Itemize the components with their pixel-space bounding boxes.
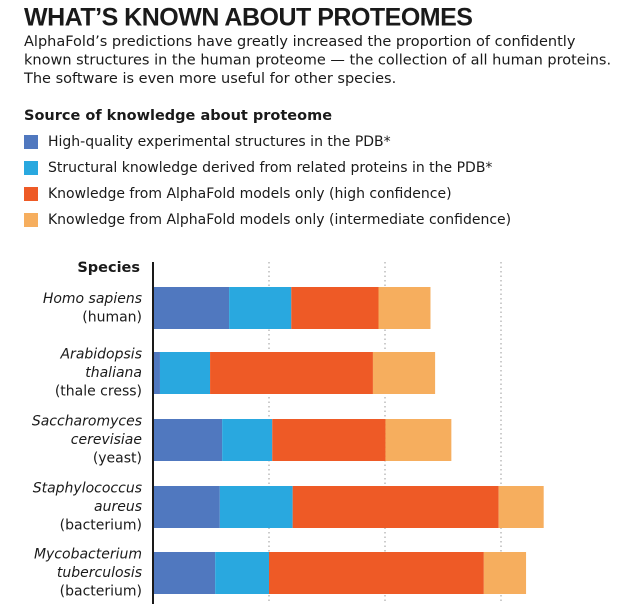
category-label: (yeast) (93, 451, 142, 467)
bar-segment (222, 419, 273, 461)
legend-entry: High-quality experimental structures in … (48, 134, 391, 150)
category-label: aureus (94, 499, 142, 515)
bar-segment (378, 287, 431, 329)
axis-label: Species (77, 260, 140, 276)
bar-segment (153, 552, 216, 594)
category-label: cerevisiae (71, 432, 142, 448)
chart-title: WHAT’S KNOWN ABOUT PROTEOMES (24, 4, 472, 32)
category-label: (human) (82, 309, 142, 325)
legend-swatch (24, 161, 38, 175)
legend-swatch (24, 135, 38, 149)
category-label: (bacterium) (60, 584, 142, 600)
bar-segment (159, 352, 211, 394)
bar-segment (269, 552, 484, 594)
category-label: (thale cress) (55, 384, 142, 400)
category-label: Staphylococcus (33, 481, 142, 497)
bar-segment (372, 352, 436, 394)
bar-segment (292, 486, 499, 528)
category-label: (bacterium) (60, 518, 142, 534)
legend-swatch (24, 213, 38, 227)
category-label: tuberculosis (57, 565, 142, 581)
bar-segment (291, 287, 379, 329)
bar-segment (229, 287, 292, 329)
legend-title: Source of knowledge about proteome (24, 108, 332, 124)
bar-segment (385, 419, 452, 461)
legend-entry: Knowledge from AlphaFold models only (in… (48, 212, 511, 228)
bar-segment (219, 486, 293, 528)
category-label: Arabidopsis (59, 347, 142, 363)
bar-segment (272, 419, 386, 461)
bar-segment (153, 287, 230, 329)
bar-segment (483, 552, 527, 594)
bar-segment (153, 352, 160, 394)
legend-entry: Knowledge from AlphaFold models only (hi… (48, 186, 452, 202)
bar-segment (498, 486, 544, 528)
category-label: Saccharomyces (32, 414, 142, 430)
bar-segment (153, 486, 220, 528)
bar-segment (153, 419, 223, 461)
legend-swatch (24, 187, 38, 201)
subtitle: known structures in the human proteome —… (24, 53, 611, 69)
subtitle: AlphaFold’s predictions have greatly inc… (24, 34, 576, 50)
category-label: thaliana (85, 365, 142, 381)
category-label: Homo sapiens (43, 291, 142, 307)
category-label: Mycobacterium (34, 547, 142, 563)
legend-entry: Structural knowledge derived from relate… (48, 160, 492, 176)
subtitle: The software is even more useful for oth… (23, 71, 396, 87)
bar-segment (210, 352, 373, 394)
bar-segment (215, 552, 269, 594)
